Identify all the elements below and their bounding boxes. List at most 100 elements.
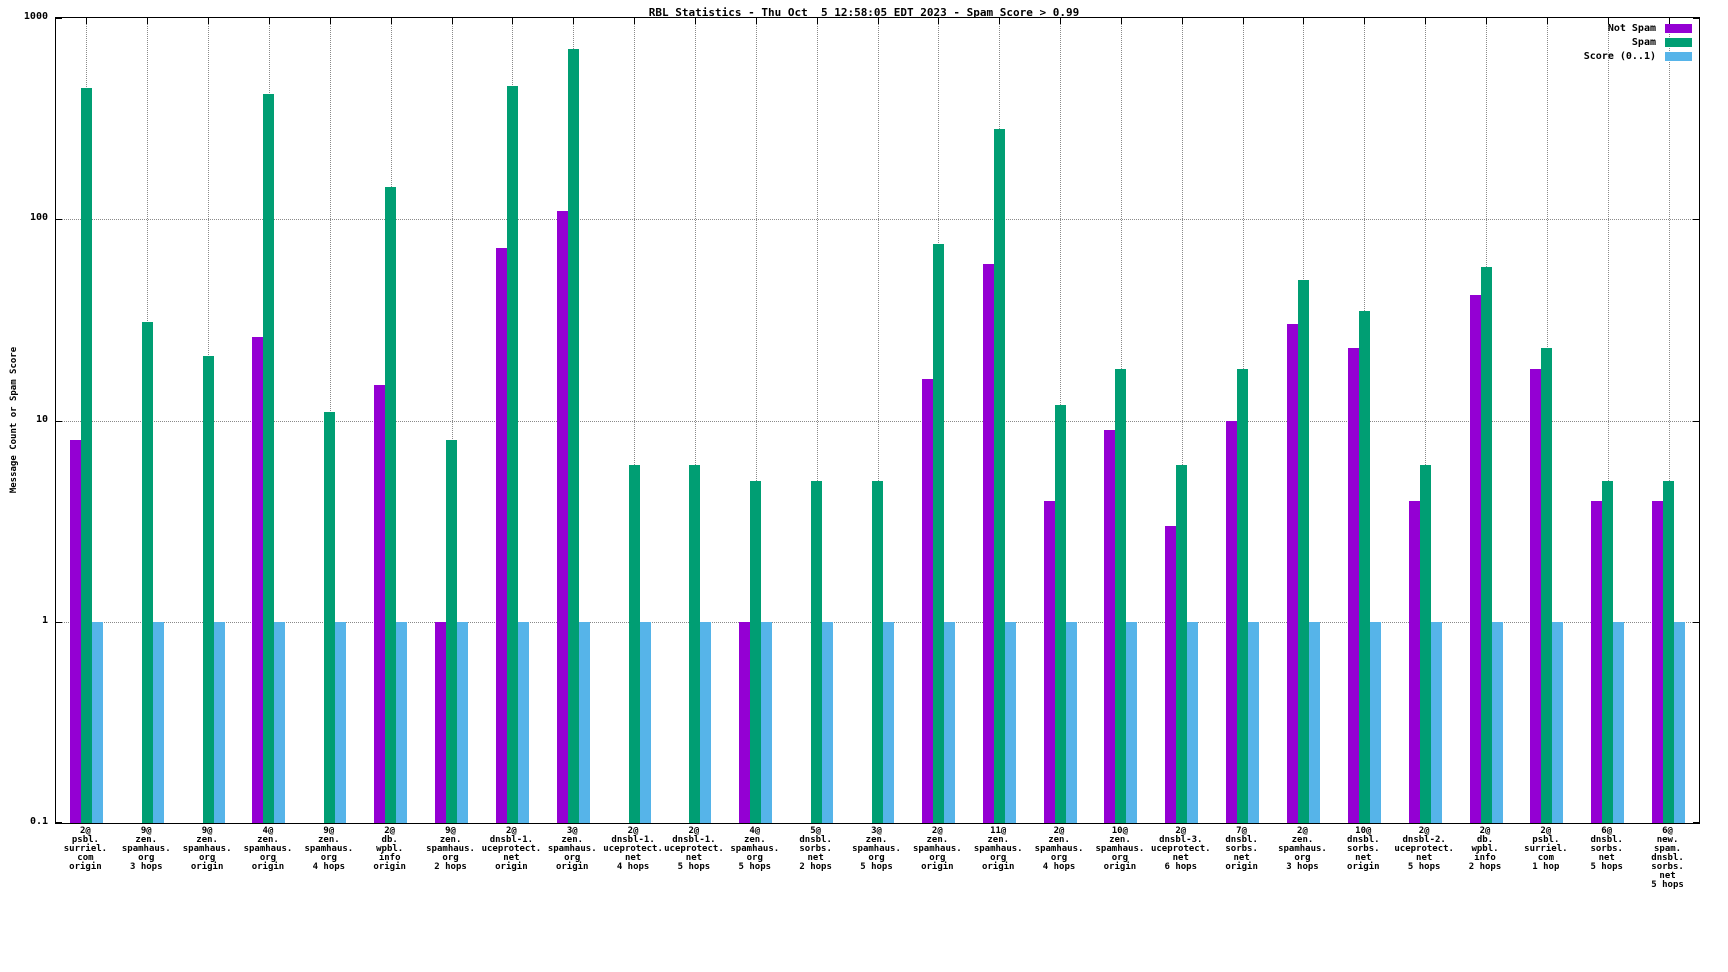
bar-not-spam xyxy=(435,621,447,823)
chart-title: RBL Statistics - Thu Oct 5 12:58:05 EDT … xyxy=(648,6,1080,19)
axis-tick-mark xyxy=(329,18,331,24)
axis-tick-mark xyxy=(1242,18,1244,24)
bar-score-0-1 xyxy=(152,621,164,823)
x-category-label: 6@ new. spam. dnsbl. sorbs. net 5 hops xyxy=(1651,826,1684,890)
axis-tick-mark xyxy=(147,18,149,24)
axis-tick-mark xyxy=(1181,18,1183,24)
bar-score-0-1 xyxy=(1065,621,1077,823)
x-category-label: 4@ zen. spamhaus. org 5 hops xyxy=(730,826,780,872)
x-category-label: 9@ zen. spamhaus. org 3 hops xyxy=(121,826,171,872)
axis-tick-mark xyxy=(573,18,575,24)
bar-score-0-1 xyxy=(943,621,955,823)
plot-area xyxy=(55,17,1700,824)
axis-tick-mark xyxy=(208,18,210,24)
axis-tick-mark xyxy=(268,18,270,24)
x-gridline xyxy=(1668,18,1670,823)
axis-tick-mark xyxy=(1303,18,1305,24)
bar-spam xyxy=(1115,369,1127,823)
x-category-label: 9@ zen. spamhaus. org 2 hops xyxy=(426,826,475,872)
x-category-label: 9@ zen. spamhaus. org 4 hops xyxy=(304,826,354,872)
axis-tick-mark xyxy=(1607,18,1609,24)
axis-tick-mark xyxy=(816,18,818,24)
bar-score-0-1 xyxy=(396,621,408,823)
x-gridline xyxy=(816,18,818,823)
x-category-label: 3@ zen. spamhaus. org origin xyxy=(547,826,597,872)
bar-score-0-1 xyxy=(822,621,834,823)
bar-score-0-1 xyxy=(274,621,286,823)
bar-score-0-1 xyxy=(1308,621,1320,823)
legend-entry: Score (0..1) xyxy=(1584,52,1692,62)
bar-not-spam xyxy=(374,385,386,823)
bar-score-0-1 xyxy=(1187,621,1199,823)
bar-not-spam xyxy=(495,247,507,823)
axis-tick-mark xyxy=(86,18,88,24)
bar-score-0-1 xyxy=(1552,621,1564,823)
axis-tick-mark xyxy=(1693,219,1699,221)
axis-tick-mark xyxy=(634,18,636,24)
x-category-label: 2@ dnsbl-2. uceprotect. net 5 hops xyxy=(1394,826,1454,872)
bar-score-0-1 xyxy=(1430,621,1442,823)
x-category-label: 5@ dnsbl. sorbs. net 2 hops xyxy=(799,826,832,872)
x-category-label: 2@ db. wpbl. info origin xyxy=(373,826,406,872)
legend: Not Spam Spam Score (0..1) xyxy=(1584,24,1692,62)
bar-score-0-1 xyxy=(457,621,469,823)
x-category-label: 2@ db. wpbl. info 2 hops xyxy=(1468,826,1502,872)
bar-not-spam xyxy=(1104,429,1116,823)
bar-spam xyxy=(872,481,883,823)
axis-tick-mark xyxy=(512,18,514,24)
x-category-label: 2@ dnsbl-1. uceprotect. net 4 hops xyxy=(603,826,663,872)
axis-tick-mark xyxy=(938,18,940,24)
x-gridline xyxy=(634,18,636,823)
bar-not-spam xyxy=(1043,500,1055,823)
legend-swatch xyxy=(1665,52,1692,61)
bar-not-spam xyxy=(1591,500,1603,823)
bar-not-spam xyxy=(1347,347,1359,823)
x-category-label: 2@ dnsbl-3. uceprotect. net 6 hops xyxy=(1150,826,1211,872)
bar-spam xyxy=(263,93,275,823)
bar-spam xyxy=(811,481,823,823)
bar-spam xyxy=(80,87,92,823)
bar-score-0-1 xyxy=(578,621,590,823)
bar-score-0-1 xyxy=(700,621,712,823)
bar-spam xyxy=(1237,369,1249,823)
bar-spam xyxy=(1480,266,1492,823)
bar-spam xyxy=(1663,481,1675,823)
x-category-label: 9@ zen. spamhaus. org origin xyxy=(182,826,232,872)
bar-not-spam xyxy=(1165,525,1177,823)
x-category-label: 2@ psbl. surriel. com 1 hop xyxy=(1524,826,1568,872)
bar-not-spam xyxy=(1408,500,1420,823)
bar-score-0-1 xyxy=(1491,621,1503,823)
bar-spam xyxy=(324,412,336,823)
x-gridline xyxy=(1607,18,1609,823)
y-tick-label: 100 xyxy=(29,212,48,224)
bar-spam xyxy=(750,481,762,823)
axis-tick-mark xyxy=(56,822,62,823)
bar-spam xyxy=(506,85,518,823)
bar-spam xyxy=(1358,311,1370,823)
bar-score-0-1 xyxy=(517,621,529,823)
x-category-label: 11@ zen. spamhaus. org origin xyxy=(973,826,1023,872)
axis-tick-mark xyxy=(1693,621,1699,623)
x-gridline xyxy=(877,18,879,823)
x-category-label: 2@ psbl. surriel. com origin xyxy=(63,826,108,872)
axis-tick-mark xyxy=(56,219,62,221)
legend-label: Spam xyxy=(1631,37,1656,48)
x-category-label: 2@ dnsbl-1. uceprotect. net 5 hops xyxy=(664,826,724,872)
axis-tick-mark xyxy=(1486,18,1488,24)
axis-tick-mark xyxy=(56,18,62,19)
bar-not-spam xyxy=(982,263,994,823)
bar-score-0-1 xyxy=(639,621,651,823)
bar-spam xyxy=(689,465,701,823)
y-tick-label: 0.1 xyxy=(29,816,48,827)
axis-tick-mark xyxy=(694,18,696,24)
bar-score-0-1 xyxy=(761,621,773,823)
x-category-label: 4@ zen. spamhaus. org origin xyxy=(243,826,293,872)
axis-tick-mark xyxy=(1060,18,1062,24)
x-gridline xyxy=(1425,18,1427,823)
bar-spam xyxy=(446,440,458,823)
x-category-label: 6@ dnsbl. sorbs. net 5 hops xyxy=(1590,826,1623,872)
bar-score-0-1 xyxy=(213,621,225,823)
axis-tick-mark xyxy=(1120,18,1122,24)
axis-tick-mark xyxy=(877,18,879,24)
x-gridline xyxy=(694,18,696,823)
